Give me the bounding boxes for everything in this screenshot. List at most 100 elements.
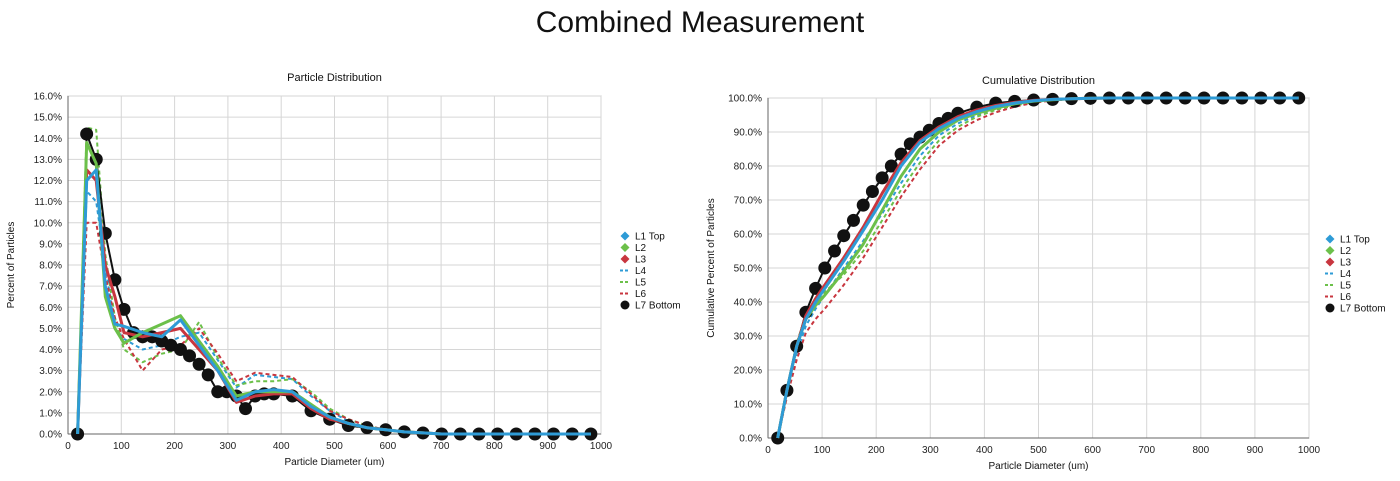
page-title: Combined Measurement bbox=[535, 6, 865, 39]
y-tick-label: 6.0% bbox=[39, 303, 62, 314]
x-tick-label: 700 bbox=[1138, 445, 1155, 456]
y-axis-label: Percent of Particles bbox=[6, 222, 17, 309]
y-tick-label: 0.0% bbox=[39, 430, 62, 441]
x-axis-label: Particle Diameter (um) bbox=[284, 457, 384, 468]
data-point bbox=[1292, 91, 1306, 105]
y-tick-label: 40.0% bbox=[734, 298, 762, 309]
data-point bbox=[71, 427, 85, 441]
x-tick-label: 700 bbox=[433, 441, 450, 452]
y-tick-label: 12.0% bbox=[34, 176, 62, 187]
legend-label: L4 bbox=[635, 266, 647, 277]
chart-2: 0.0% 10.0% 20.0% 30.0% 40.0% 50.0% 60.0% 70.0% 8… bbox=[706, 75, 1386, 472]
data-point bbox=[865, 185, 879, 198]
legend-label: L5 bbox=[1340, 281, 1352, 292]
legend-label: L2 bbox=[635, 243, 647, 254]
x-tick-label: 100 bbox=[113, 441, 130, 452]
y-tick-label: 13.0% bbox=[34, 155, 62, 166]
y-tick-label: 80.0% bbox=[734, 162, 762, 173]
x-tick-label: 900 bbox=[1247, 445, 1264, 456]
x-tick-label: 1000 bbox=[1298, 445, 1321, 456]
series-l5 bbox=[776, 97, 1299, 439]
legend-swatch bbox=[1325, 303, 1335, 313]
legend-label: L3 bbox=[1340, 258, 1352, 269]
data-point bbox=[211, 385, 225, 399]
chart-title: Particle Distribution bbox=[287, 72, 382, 84]
x-axis-label: Particle Diameter (um) bbox=[988, 461, 1088, 472]
legend-swatch bbox=[1325, 234, 1335, 244]
series-line bbox=[776, 97, 1299, 439]
data-point bbox=[846, 213, 860, 227]
series-l5 bbox=[76, 126, 591, 435]
y-tick-label: 7.0% bbox=[39, 282, 62, 293]
x-tick-label: 400 bbox=[976, 445, 993, 456]
x-tick-label: 200 bbox=[166, 441, 183, 452]
legend-swatch bbox=[1325, 257, 1335, 267]
data-point bbox=[837, 229, 851, 243]
series-line bbox=[76, 126, 591, 435]
legend-label: L1 Top bbox=[635, 232, 665, 243]
data-point bbox=[884, 159, 898, 173]
legend-swatch bbox=[620, 231, 630, 241]
x-tick-label: 400 bbox=[273, 441, 290, 452]
data-point bbox=[173, 343, 187, 356]
y-tick-label: 2.0% bbox=[39, 387, 62, 398]
chart-1: 0.0% 1.0% 2.0% 3.0% 4.0% 5.0% 6.0% 7.0% 8.0% 9.0%… bbox=[6, 72, 681, 468]
data-point bbox=[201, 368, 215, 382]
y-tick-label: 20.0% bbox=[734, 366, 762, 377]
legend-swatch bbox=[620, 300, 630, 310]
series-l1-top bbox=[776, 96, 1299, 439]
x-tick-label: 100 bbox=[814, 445, 831, 456]
legend-label: L7 Bottom bbox=[635, 301, 681, 312]
x-tick-label: 0 bbox=[765, 445, 771, 456]
legend-label: L4 bbox=[1340, 269, 1352, 280]
chart-title: Cumulative Distribution bbox=[982, 75, 1095, 87]
y-tick-label: 4.0% bbox=[39, 345, 62, 356]
y-tick-label: 1.0% bbox=[39, 408, 62, 419]
y-tick-label: 0.0% bbox=[739, 434, 762, 445]
y-tick-label: 10.0% bbox=[34, 218, 62, 229]
series-line bbox=[76, 168, 591, 436]
legend-label: L5 bbox=[635, 278, 647, 289]
legend-label: L2 bbox=[1340, 246, 1352, 257]
y-tick-label: 16.0% bbox=[34, 92, 62, 103]
x-tick-label: 500 bbox=[326, 441, 343, 452]
y-tick-label: 60.0% bbox=[734, 230, 762, 241]
x-tick-label: 300 bbox=[220, 441, 237, 452]
x-tick-label: 200 bbox=[868, 445, 885, 456]
y-tick-label: 100.0% bbox=[728, 94, 762, 105]
y-tick-label: 70.0% bbox=[734, 196, 762, 207]
legend-swatch bbox=[620, 243, 630, 252]
legend-label: L3 bbox=[635, 255, 647, 266]
legend-label: L6 bbox=[1340, 292, 1352, 303]
x-tick-label: 800 bbox=[486, 441, 503, 452]
data-point bbox=[192, 357, 206, 371]
y-tick-label: 50.0% bbox=[734, 264, 762, 275]
x-tick-label: 1000 bbox=[590, 441, 613, 452]
legend-label: L1 Top bbox=[1340, 235, 1370, 246]
x-tick-label: 800 bbox=[1192, 445, 1209, 456]
series-l1-top bbox=[76, 168, 591, 436]
legend-label: L6 bbox=[635, 289, 647, 300]
data-point bbox=[80, 127, 94, 141]
x-tick-label: 300 bbox=[922, 445, 939, 456]
data-point bbox=[183, 349, 197, 363]
y-tick-label: 90.0% bbox=[734, 128, 762, 139]
data-point bbox=[117, 302, 131, 316]
legend-label: L7 Bottom bbox=[1340, 304, 1386, 315]
x-tick-label: 900 bbox=[539, 441, 556, 452]
series-line bbox=[776, 96, 1299, 439]
y-axis-label: Cumulative Percent of Particles bbox=[706, 198, 717, 338]
y-tick-label: 11.0% bbox=[34, 197, 62, 208]
y-tick-label: 30.0% bbox=[734, 332, 762, 343]
y-tick-label: 10.0% bbox=[734, 400, 762, 411]
data-point bbox=[875, 171, 889, 185]
x-tick-label: 0 bbox=[65, 441, 71, 452]
y-tick-label: 9.0% bbox=[39, 239, 62, 250]
y-tick-label: 3.0% bbox=[39, 366, 62, 377]
x-tick-label: 500 bbox=[1030, 445, 1047, 456]
data-point bbox=[238, 402, 252, 416]
x-tick-label: 600 bbox=[379, 441, 396, 452]
data-point bbox=[818, 261, 832, 275]
